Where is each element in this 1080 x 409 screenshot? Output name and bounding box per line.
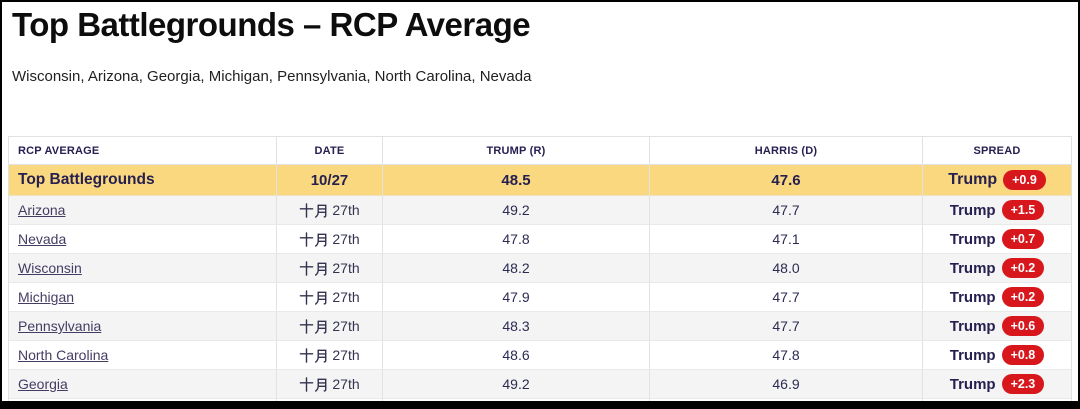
trump-value: 48.3	[382, 312, 649, 340]
date-cell: 27th	[276, 341, 382, 369]
harris-value: 47.7	[649, 283, 922, 311]
cjk-october-glyph	[300, 231, 327, 247]
column-header-spread: SPREAD	[922, 137, 1071, 164]
spread-leader-label: Trump	[949, 346, 996, 364]
cjk-october-glyph	[300, 347, 327, 363]
trump-value: 49.2	[382, 196, 649, 224]
spread-margin-badge: +0.2	[1001, 286, 1045, 308]
trump-value: 48.2	[382, 254, 649, 282]
date-day: 27th	[332, 260, 360, 276]
spread-cell: Trump +0.2	[922, 254, 1071, 282]
date-day: 27th	[332, 289, 360, 305]
table-row-summary: Top Battlegrounds 10/27 48.5 47.6 Trump …	[9, 165, 1071, 196]
spread-leader-label: Trump	[949, 288, 996, 306]
harris-value: 46.9	[649, 370, 922, 398]
trump-value: 47.8	[382, 225, 649, 253]
column-header-date: DATE	[276, 137, 382, 164]
spread-margin-badge: +0.7	[1001, 228, 1045, 250]
date-cell: 27th	[276, 283, 382, 311]
date-day: 27th	[332, 347, 360, 363]
date-day: 27th	[332, 318, 360, 334]
spread-cell: Trump +2.3	[922, 370, 1071, 398]
column-header-harris: HARRIS (D)	[649, 137, 922, 164]
trump-value: 49.2	[382, 370, 649, 398]
spread-margin-badge: +2.3	[1001, 373, 1045, 395]
state-link-north-carolina[interactable]: North Carolina	[18, 347, 109, 363]
bottom-divider-bar	[2, 401, 1078, 407]
state-link-arizona[interactable]: Arizona	[18, 202, 66, 218]
spread-leader-label: Trump	[949, 375, 996, 393]
harris-value: 47.7	[649, 196, 922, 224]
spread-leader-label: Trump	[949, 230, 996, 248]
table-row: North Carolina 27th 48.6 47.8 Trump +0.8	[9, 341, 1071, 370]
date-day: 27th	[332, 202, 360, 218]
trump-value: 47.9	[382, 283, 649, 311]
harris-value: 47.1	[649, 225, 922, 253]
spread-margin-badge: +0.2	[1001, 257, 1045, 279]
trump-value: 48.6	[382, 341, 649, 369]
table-row: Nevada 27th 47.8 47.1 Trump +0.7	[9, 225, 1071, 254]
cjk-october-glyph	[300, 289, 327, 305]
table-row-partial	[9, 399, 1071, 402]
date-cell: 27th	[276, 225, 382, 253]
spread-leader-label: Trump	[949, 317, 996, 335]
spread-leader-label: Trump	[948, 171, 998, 188]
spread-leader-label: Trump	[949, 201, 996, 219]
harris-value: 48.0	[649, 254, 922, 282]
page-title: Top Battlegrounds – RCP Average	[12, 6, 531, 43]
date-day: 27th	[332, 231, 360, 247]
state-link-michigan[interactable]: Michigan	[18, 289, 75, 305]
spread-cell: Trump +0.7	[922, 225, 1071, 253]
spread-margin-badge: +1.5	[1001, 199, 1045, 221]
table-row: Wisconsin 27th 48.2 48.0 Trump +0.2	[9, 254, 1071, 283]
cjk-october-glyph	[300, 202, 327, 218]
cjk-october-glyph	[300, 318, 327, 334]
spread-cell: Trump +0.8	[922, 341, 1071, 369]
date-day: 27th	[332, 376, 360, 392]
date-cell: 27th	[276, 312, 382, 340]
date-cell: 27th	[276, 196, 382, 224]
summary-name: Top Battlegrounds	[18, 171, 155, 188]
cjk-october-glyph	[300, 376, 327, 392]
spread-cell: Trump +1.5	[922, 196, 1071, 224]
summary-spread: Trump +0.9	[922, 165, 1071, 195]
state-link-wisconsin[interactable]: Wisconsin	[18, 260, 82, 276]
table-header-row: RCP AVERAGE DATE TRUMP (R) HARRIS (D) SP…	[9, 137, 1071, 165]
page-subtitle: Wisconsin, Arizona, Georgia, Michigan, P…	[12, 68, 532, 85]
spread-margin-badge: +0.9	[1003, 169, 1046, 191]
summary-trump-value: 48.5	[382, 165, 649, 195]
table-row: Arizona 27th 49.2 47.7 Trump +1.5	[9, 196, 1071, 225]
harris-value: 47.7	[649, 312, 922, 340]
spread-leader-label: Trump	[949, 259, 996, 277]
cjk-october-glyph	[300, 260, 327, 276]
rcp-average-table: RCP AVERAGE DATE TRUMP (R) HARRIS (D) SP…	[8, 136, 1072, 402]
spread-cell: Trump +0.6	[922, 312, 1071, 340]
table-row: Georgia 27th 49.2 46.9 Trump +2.3	[9, 370, 1071, 399]
column-header-rcp-average: RCP AVERAGE	[18, 144, 100, 157]
state-link-georgia[interactable]: Georgia	[18, 376, 68, 392]
column-header-trump: TRUMP (R)	[382, 137, 649, 164]
state-link-pennsylvania[interactable]: Pennsylvania	[18, 318, 102, 334]
summary-date: 10/27	[276, 165, 382, 195]
table-row: Pennsylvania 27th 48.3 47.7 Trump +0.6	[9, 312, 1071, 341]
state-link-nevada[interactable]: Nevada	[18, 231, 67, 247]
spread-cell: Trump +0.2	[922, 283, 1071, 311]
harris-value: 47.8	[649, 341, 922, 369]
spread-margin-badge: +0.8	[1001, 344, 1045, 366]
table-row: Michigan 27th 47.9 47.7 Trump +0.2	[9, 283, 1071, 312]
date-cell: 27th	[276, 370, 382, 398]
spread-margin-badge: +0.6	[1001, 315, 1045, 337]
date-cell: 27th	[276, 254, 382, 282]
summary-harris-value: 47.6	[649, 165, 922, 195]
